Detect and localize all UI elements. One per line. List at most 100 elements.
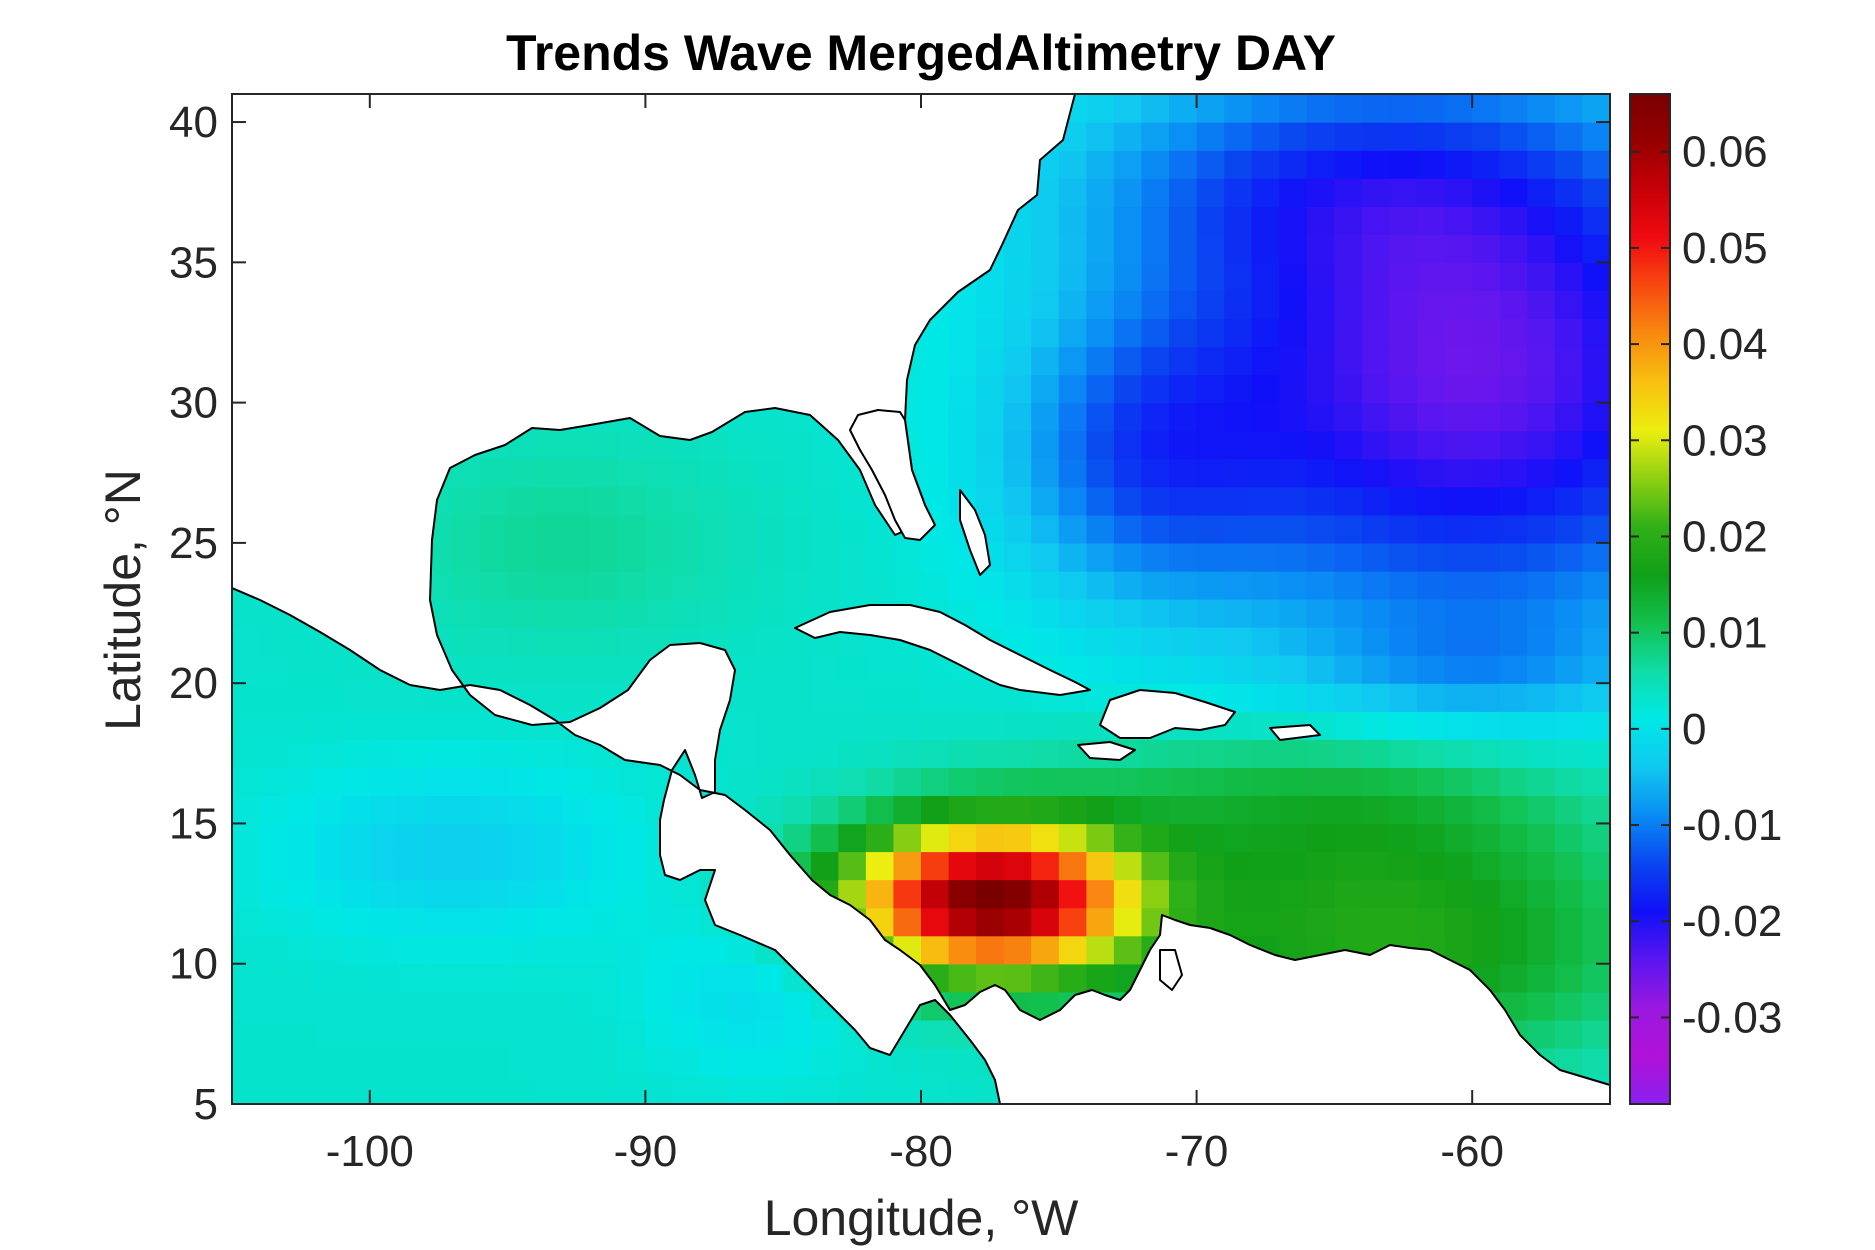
colorbar-tick-label: -0.02 [1682,897,1782,946]
trend-cell [645,514,674,544]
trend-cell [783,570,812,600]
trend-cell [728,514,757,544]
trend-cell [342,935,371,965]
trend-cell [1527,402,1556,432]
trend-cell [1334,374,1363,404]
trend-cell [838,542,867,572]
trend-cell [424,935,454,965]
trend-cell [232,1047,261,1077]
trend-cell [948,907,977,937]
trend-cell [1058,486,1087,516]
trend-cell [1389,711,1418,740]
trend-cell [1113,346,1143,376]
trend-cell [783,514,812,544]
trend-cell [1444,879,1473,909]
trend-cell [287,1075,316,1104]
trend-cell [1362,318,1391,348]
trend-cell [810,711,839,740]
trend-cell [1362,402,1391,432]
trend-cell [1389,879,1418,909]
trend-cell [673,935,702,965]
trend-cell [948,1047,977,1077]
trend-cell [976,570,1005,600]
trend-cell [617,486,646,516]
trend-cell [921,655,950,684]
trend-cell [1251,627,1280,656]
trend-cell [480,879,509,909]
trend-cell [1224,907,1253,937]
trend-cell [1113,402,1143,432]
trend-cell [369,767,398,796]
trend-cell [1169,570,1198,600]
x-ticks: -100 -90 -80 -70 -60 [326,94,1504,1176]
trend-cell [1417,94,1446,123]
trend-cell [838,486,867,516]
trend-cell [673,1019,702,1049]
trend-cell [645,599,674,628]
trend-cell [921,711,950,740]
trend-cell [452,739,481,768]
trend-cell [1251,795,1280,825]
trend-cell [562,851,591,881]
trend-cell [728,458,757,488]
trend-cell [1444,599,1473,628]
trend-cell [810,795,839,825]
colorbar-tick-label: 0.04 [1682,320,1768,369]
trend-cell [1058,150,1087,179]
trend-cell [1279,458,1308,488]
trend-cell [590,795,619,825]
trend-cell [535,599,564,628]
trend-cell [921,1047,950,1077]
trend-cell [1003,458,1032,488]
trend-cell [921,1019,950,1049]
trend-cell [1527,627,1556,656]
trend-cell [1224,599,1253,628]
trend-cell [1196,94,1225,123]
trend-cell [1086,655,1115,684]
trend-cell [1058,234,1087,263]
trend-cell [1582,206,1610,235]
trend-cell [1279,599,1308,628]
y-axis-label: Latitude, °N [95,469,151,731]
y-ticks: 5 10 15 20 25 30 35 40 [169,98,1610,1129]
trend-cell [314,739,343,768]
trend-cell [1362,655,1391,684]
trend-cell [590,767,619,796]
trend-cell [700,458,729,488]
trend-cell [1472,851,1501,881]
trend-cell [397,991,426,1021]
trend-cell [755,739,784,768]
trend-cell [342,1047,371,1077]
trend-cell [1362,767,1391,796]
trend-cell [865,655,895,684]
trend-cell [1003,739,1032,768]
trend-cell [1527,234,1556,263]
trend-cell [1224,206,1253,235]
trend-cell [1086,346,1115,376]
trend-cell [617,935,646,965]
trend-cell [1499,879,1528,909]
trend-cell [397,907,426,937]
trend-cell [1334,514,1363,544]
trend-cell [1472,599,1501,628]
trend-cell [1362,150,1391,179]
trend-cell [1306,402,1335,432]
trend-cell [562,458,591,488]
trend-cell [810,1075,839,1104]
trend-cell [893,767,922,796]
trend-cell [1527,991,1556,1021]
trend-cell [1279,374,1308,404]
trend-cell [1141,374,1170,404]
trend-cell [1224,430,1253,460]
trend-cell [1334,655,1363,684]
trend-cell [535,1075,564,1104]
trend-cell [287,1019,316,1049]
trend-cell [755,486,784,516]
trend-cell [507,879,536,909]
trend-cell [1389,739,1418,768]
trend-cell [452,879,481,909]
trend-cell [369,1047,398,1077]
trend-cell [1113,430,1143,460]
trend-cell [1499,206,1528,235]
trend-cell [1086,599,1115,628]
